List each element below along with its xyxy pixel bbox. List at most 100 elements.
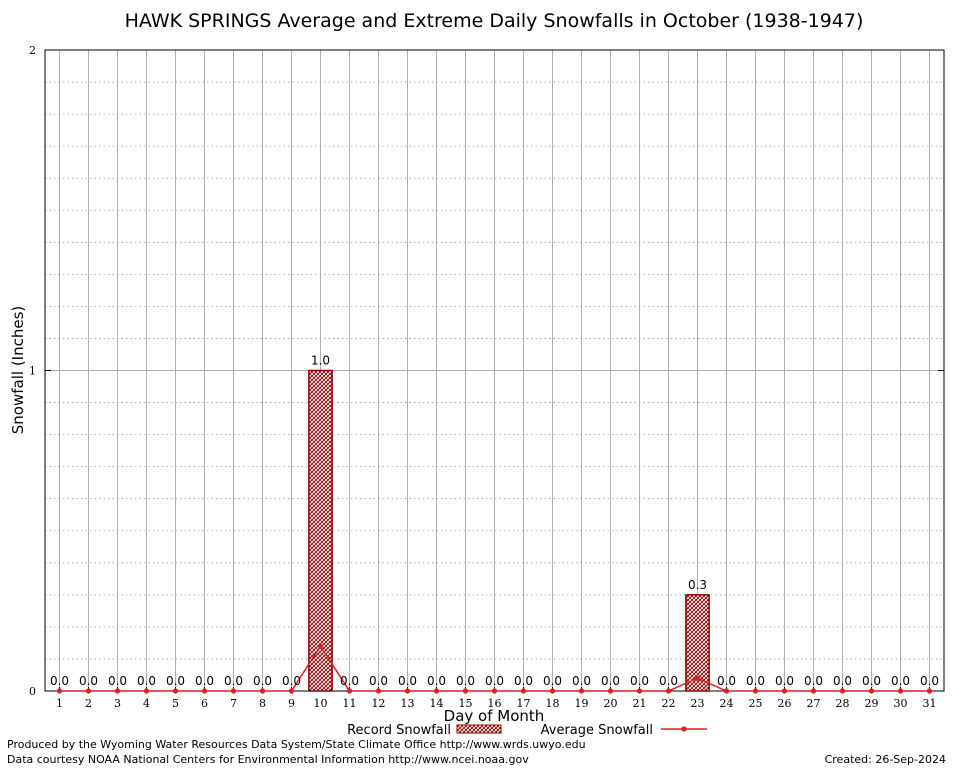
data-label: 0.0 [195,674,214,688]
legend-average-marker [681,726,687,732]
data-label: 0.0 [572,674,591,688]
data-label: 0.0 [398,674,417,688]
data-label: 0.0 [340,674,359,688]
average-point [288,688,295,694]
data-label: 0.0 [601,674,620,688]
data-label: 0.0 [891,674,910,688]
x-tick-label: 24 [720,697,734,710]
average-point [868,688,875,694]
legend-record-label: Record Snowfall [347,723,451,738]
average-point [665,688,672,694]
data-label: 0.0 [630,674,649,688]
average-point [114,688,121,694]
legend-average-label: Average Snowfall [541,723,653,738]
average-point [549,688,556,694]
footer-produced-by: Produced by the Wyoming Water Resources … [7,738,586,751]
average-point [752,688,759,694]
average-point [404,688,411,694]
x-tick-label: 18 [546,697,560,710]
x-tick-label: 9 [288,697,295,710]
data-label: 0.0 [456,674,475,688]
x-tick-label: 21 [633,697,647,710]
x-tick-label: 3 [114,697,121,710]
average-point [172,688,179,694]
data-label: 0.0 [804,674,823,688]
data-label: 0.0 [108,674,127,688]
x-tick-label: 13 [401,697,415,710]
average-point [259,688,266,694]
average-point [346,688,353,694]
average-point [607,688,614,694]
data-label: 0.0 [485,674,504,688]
grid [45,50,944,691]
average-point [317,643,324,649]
x-tick-label: 30 [894,697,908,710]
average-point [462,688,469,694]
data-label: 0.0 [717,674,736,688]
x-axis: 1 2 3 4 5 6 7 8 9 10 11 12 13 14 15 16 17 18 19 20 21 22 23 24 2… [56,687,937,710]
data-label: 0.0 [369,674,388,688]
footer-created: Created: 26-Sep-2024 [824,753,946,766]
average-point [375,688,382,694]
average-point [897,688,904,694]
average-point [433,688,440,694]
x-tick-label: 7 [230,697,237,710]
data-label: 0.3 [688,578,707,592]
average-point [636,688,643,694]
x-tick-label: 26 [778,697,792,710]
x-tick-label: 11 [343,697,357,710]
x-tick-label: 6 [201,697,208,710]
legend: Record Snowfall Average Snowfall [347,723,707,738]
average-point [85,688,92,694]
x-tick-label: 5 [172,697,179,710]
average-point [143,688,150,694]
record-bar [308,369,333,692]
average-point [520,688,527,694]
x-tick-label: 10 [314,697,328,710]
x-tick-label: 31 [923,697,937,710]
x-tick-label: 2 [85,697,92,710]
x-tick-label: 27 [807,697,821,710]
data-label: 0.0 [862,674,881,688]
average-point [578,688,585,694]
data-label: 0.0 [514,674,533,688]
data-label: 0.0 [659,674,678,688]
x-tick-label: 16 [488,697,502,710]
x-tick-label: 1 [56,697,63,710]
average-point [491,688,498,694]
average-point [926,688,933,694]
x-tick-label: 20 [604,697,618,710]
data-label: 1.0 [311,354,330,368]
x-tick-label: 28 [836,697,850,710]
footer-courtesy: Data courtesy NOAA National Centers for … [7,753,529,766]
data-label: 0.0 [79,674,98,688]
x-tick-label: 19 [575,697,589,710]
data-label: 0.0 [833,674,852,688]
data-labels: 0.0 0.0 0.0 0.0 0.0 0.0 0.0 0.0 0.0 1.0 0.0 0.0 0.0 0… [50,354,939,689]
data-label: 0.0 [746,674,765,688]
x-tick-label: 4 [143,697,150,710]
y-tick-label: 2 [29,44,36,57]
x-tick-label: 8 [259,697,266,710]
average-point [723,688,730,694]
record-bar [685,594,710,692]
x-tick-label: 29 [865,697,879,710]
legend-record-swatch [456,724,502,734]
x-tick-label: 22 [662,697,676,710]
y-tick-label: 0 [29,685,36,698]
average-point [694,675,701,681]
average-point [781,688,788,694]
x-tick-label: 12 [372,697,386,710]
y-tick-label: 1 [29,365,36,378]
x-tick-label: 17 [517,697,531,710]
data-label: 0.0 [775,674,794,688]
y-axis: 0 1 2 [29,44,944,698]
x-tick-label: 15 [459,697,473,710]
data-label: 0.0 [920,674,939,688]
record-bars [308,369,710,692]
average-point [201,688,208,694]
average-point [810,688,817,694]
data-label: 0.0 [224,674,243,688]
data-label: 0.0 [543,674,562,688]
